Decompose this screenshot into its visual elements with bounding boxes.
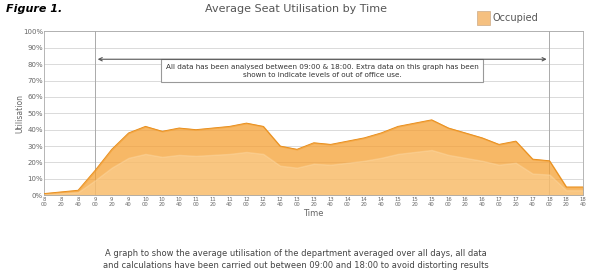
Text: Average Seat Utilisation by Time: Average Seat Utilisation by Time bbox=[205, 4, 387, 14]
Text: Figure 1.: Figure 1. bbox=[6, 4, 62, 14]
Text: All data has been analysed between 09:00 & 18:00. Extra data on this graph has b: All data has been analysed between 09:00… bbox=[166, 64, 478, 78]
Text: Occupied: Occupied bbox=[493, 13, 538, 23]
Text: A graph to show the average utilisation of the department averaged over all days: A graph to show the average utilisation … bbox=[103, 249, 489, 270]
Y-axis label: Utilisation: Utilisation bbox=[15, 94, 25, 133]
X-axis label: Time: Time bbox=[304, 209, 324, 218]
